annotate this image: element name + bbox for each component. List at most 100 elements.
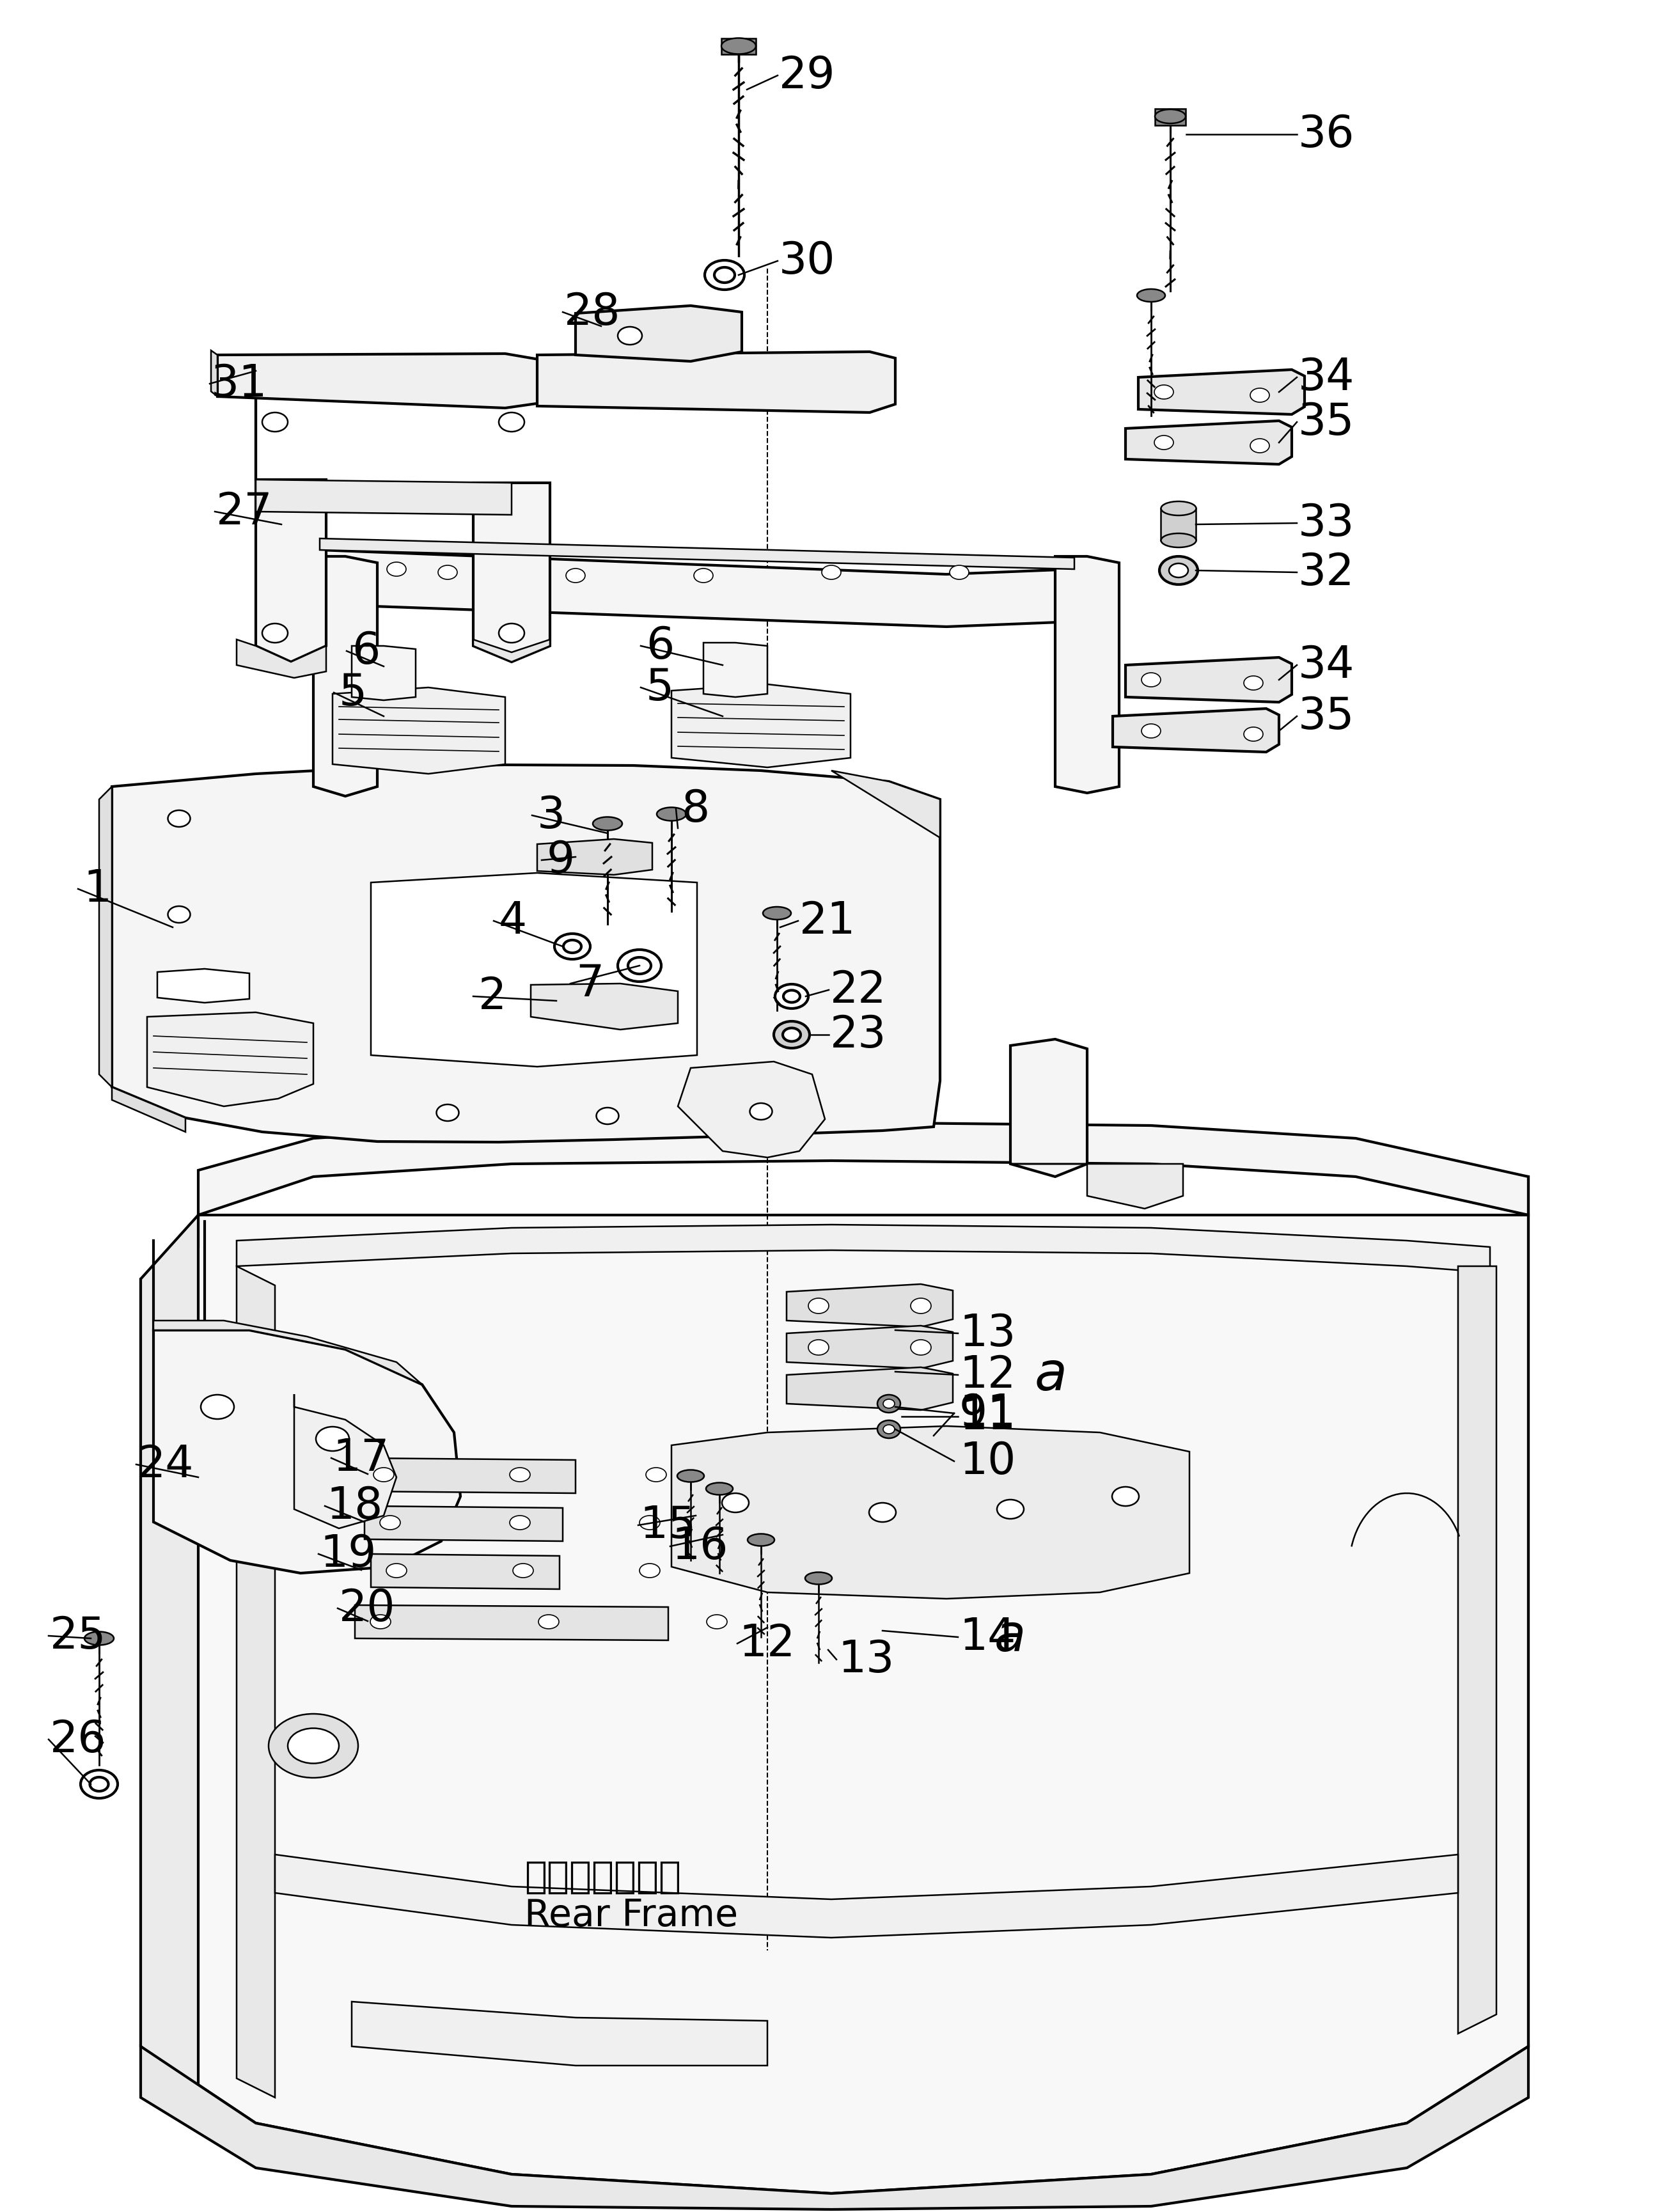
Ellipse shape bbox=[1250, 387, 1269, 403]
Ellipse shape bbox=[1245, 677, 1263, 690]
Text: 30: 30 bbox=[780, 239, 836, 283]
Text: 5: 5 bbox=[339, 670, 367, 714]
Ellipse shape bbox=[693, 568, 713, 582]
Ellipse shape bbox=[783, 1029, 801, 1042]
Polygon shape bbox=[319, 538, 1074, 568]
Polygon shape bbox=[786, 1325, 953, 1369]
Ellipse shape bbox=[1112, 1486, 1139, 1506]
Text: 31: 31 bbox=[212, 363, 268, 405]
Polygon shape bbox=[672, 1427, 1190, 1599]
Text: 23: 23 bbox=[831, 1013, 887, 1055]
Polygon shape bbox=[154, 1321, 422, 1385]
Ellipse shape bbox=[381, 1515, 401, 1531]
Ellipse shape bbox=[1162, 533, 1197, 546]
Polygon shape bbox=[473, 482, 549, 661]
Polygon shape bbox=[354, 1606, 669, 1641]
Ellipse shape bbox=[677, 1469, 703, 1482]
Polygon shape bbox=[538, 838, 652, 874]
Ellipse shape bbox=[498, 411, 525, 431]
Ellipse shape bbox=[371, 1615, 391, 1628]
Polygon shape bbox=[353, 646, 415, 701]
Text: 16: 16 bbox=[672, 1524, 728, 1568]
Text: 5: 5 bbox=[645, 666, 674, 708]
Ellipse shape bbox=[804, 1573, 832, 1584]
Ellipse shape bbox=[261, 624, 288, 644]
Text: 26: 26 bbox=[50, 1719, 106, 1761]
Ellipse shape bbox=[386, 1564, 407, 1577]
Ellipse shape bbox=[1155, 108, 1185, 124]
Ellipse shape bbox=[261, 411, 288, 431]
Text: 9: 9 bbox=[546, 838, 574, 883]
Polygon shape bbox=[157, 969, 250, 1002]
Polygon shape bbox=[722, 38, 756, 55]
Ellipse shape bbox=[1250, 438, 1269, 453]
Polygon shape bbox=[199, 1121, 1528, 1214]
Polygon shape bbox=[141, 2046, 1528, 2210]
Polygon shape bbox=[786, 1367, 953, 1409]
Ellipse shape bbox=[617, 327, 642, 345]
Text: リヤーフレーム: リヤーフレーム bbox=[525, 1858, 682, 1896]
Ellipse shape bbox=[869, 1502, 895, 1522]
Polygon shape bbox=[831, 770, 940, 838]
Ellipse shape bbox=[707, 1615, 727, 1628]
Ellipse shape bbox=[707, 1482, 733, 1495]
Text: 3: 3 bbox=[538, 794, 566, 836]
Ellipse shape bbox=[639, 1564, 660, 1577]
Text: 22: 22 bbox=[831, 969, 887, 1011]
Ellipse shape bbox=[89, 1776, 108, 1792]
Polygon shape bbox=[1155, 108, 1185, 126]
Polygon shape bbox=[113, 1086, 185, 1133]
Ellipse shape bbox=[374, 1467, 394, 1482]
Ellipse shape bbox=[910, 1340, 932, 1356]
Text: 12: 12 bbox=[738, 1621, 794, 1666]
Ellipse shape bbox=[910, 1298, 932, 1314]
Text: 35: 35 bbox=[1298, 695, 1355, 737]
Text: Rear Frame: Rear Frame bbox=[525, 1898, 738, 1933]
Polygon shape bbox=[353, 2002, 768, 2066]
Text: 34: 34 bbox=[1298, 356, 1355, 398]
Ellipse shape bbox=[617, 949, 662, 982]
Ellipse shape bbox=[592, 816, 622, 830]
Text: 25: 25 bbox=[50, 1615, 106, 1657]
Polygon shape bbox=[313, 557, 377, 796]
Ellipse shape bbox=[823, 566, 841, 580]
Text: 8: 8 bbox=[682, 787, 710, 830]
Polygon shape bbox=[99, 787, 113, 1086]
Polygon shape bbox=[1011, 1040, 1087, 1177]
Polygon shape bbox=[237, 1265, 275, 2097]
Polygon shape bbox=[237, 639, 326, 677]
Ellipse shape bbox=[627, 958, 650, 973]
Text: 27: 27 bbox=[217, 491, 273, 533]
Ellipse shape bbox=[808, 1298, 829, 1314]
Polygon shape bbox=[212, 349, 217, 396]
Polygon shape bbox=[333, 688, 505, 774]
Ellipse shape bbox=[513, 1564, 533, 1577]
Ellipse shape bbox=[996, 1500, 1024, 1520]
Polygon shape bbox=[1458, 1265, 1496, 2033]
Ellipse shape bbox=[81, 1770, 118, 1798]
Ellipse shape bbox=[1245, 728, 1263, 741]
Ellipse shape bbox=[439, 566, 457, 580]
Text: 7: 7 bbox=[576, 962, 604, 1004]
Ellipse shape bbox=[775, 984, 808, 1009]
Polygon shape bbox=[576, 305, 741, 361]
Text: 34: 34 bbox=[1298, 644, 1355, 686]
Polygon shape bbox=[319, 551, 1074, 626]
Ellipse shape bbox=[1160, 557, 1198, 584]
Polygon shape bbox=[1139, 369, 1304, 414]
Text: 10: 10 bbox=[960, 1440, 1016, 1482]
Ellipse shape bbox=[1142, 723, 1160, 739]
Polygon shape bbox=[672, 684, 851, 768]
Polygon shape bbox=[257, 480, 511, 515]
Polygon shape bbox=[371, 1555, 559, 1588]
Ellipse shape bbox=[783, 991, 799, 1002]
Text: 36: 36 bbox=[1298, 113, 1355, 155]
Ellipse shape bbox=[722, 38, 756, 53]
Polygon shape bbox=[1125, 420, 1293, 465]
Text: 33: 33 bbox=[1298, 502, 1355, 544]
Text: 9: 9 bbox=[960, 1391, 988, 1436]
Ellipse shape bbox=[722, 1493, 748, 1513]
Ellipse shape bbox=[167, 810, 190, 827]
Polygon shape bbox=[275, 1854, 1458, 1938]
Ellipse shape bbox=[748, 1533, 775, 1546]
